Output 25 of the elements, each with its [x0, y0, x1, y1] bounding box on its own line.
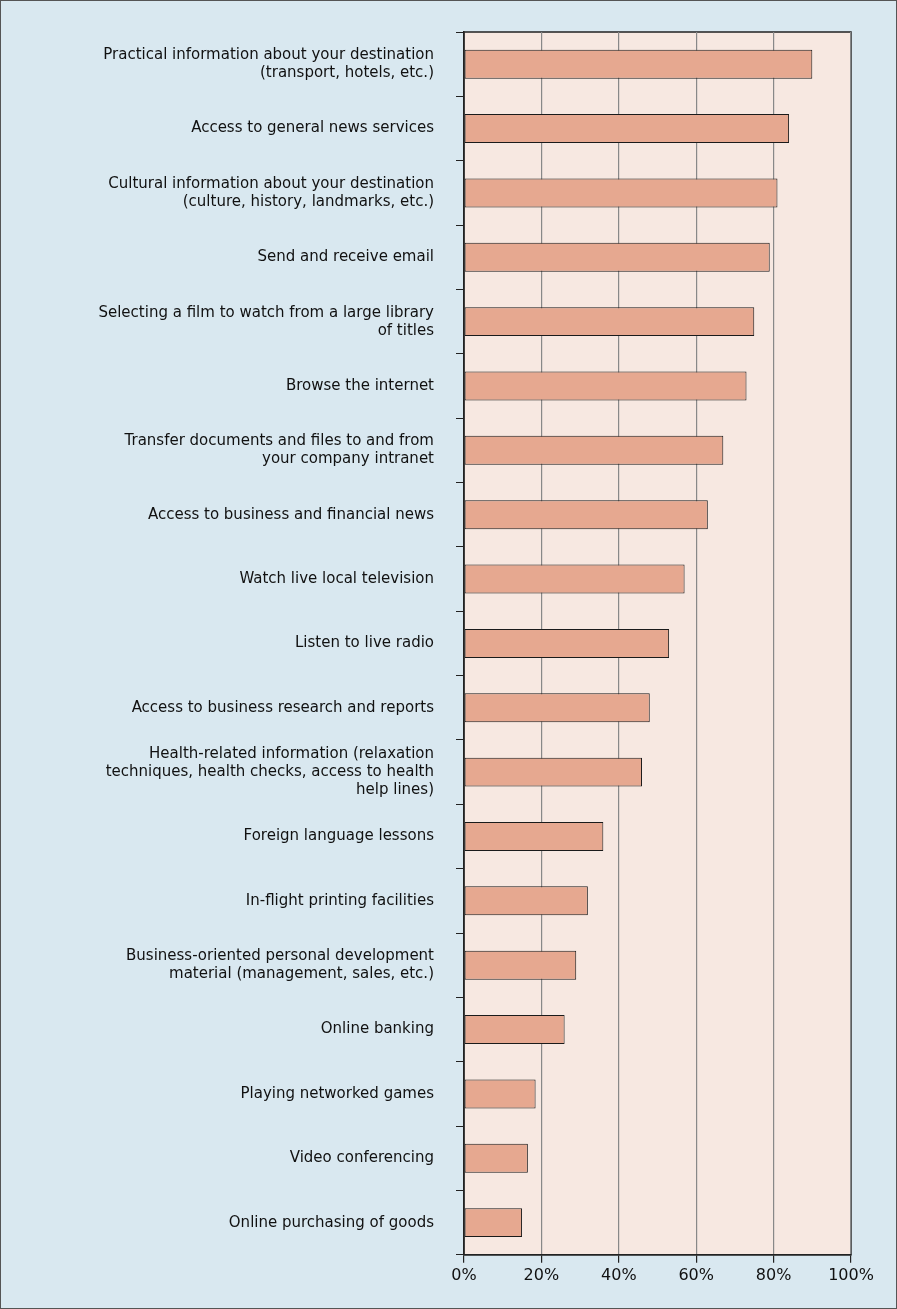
y-tick-label: Browse the internet — [285, 375, 435, 394]
x-tick-label: 20% — [523, 1264, 560, 1284]
y-tick-label: Transfer documents and files to and from your company intranet — [123, 431, 435, 468]
x-tick-label: 100% — [828, 1264, 874, 1284]
y-tick-label: Access to general news services — [191, 118, 435, 137]
y-tick-label: Practical information about your destination (transport, hotels, etc.) — [103, 45, 434, 82]
x-tick-label: 60% — [678, 1264, 714, 1284]
y-tick-label: Video conferencing — [289, 1148, 434, 1167]
y-tick-label: Business-oriented personal development material (management, sales, etc.) — [126, 946, 435, 983]
y-tick-label: Health-related information (relaxation techniques, health checks, access to health help lines) — [105, 744, 434, 799]
y-tick-label: Online purchasing of goods — [228, 1212, 435, 1231]
y-tick-label: Watch live local television — [239, 568, 434, 587]
y-tick-label: In-flight printing facilities — [245, 890, 435, 909]
x-tick-label: 80% — [755, 1264, 792, 1284]
y-tick-label: Online banking — [320, 1019, 434, 1038]
y-tick-label: Send and receive email — [257, 247, 434, 266]
x-tick-label: 0% — [451, 1264, 477, 1284]
y-tick-label: Playing networked games — [240, 1083, 435, 1102]
y-tick-label: Access to business and financial news — [147, 504, 435, 523]
y-tick-label: Listen to live radio — [295, 633, 434, 652]
y-tick-label: Foreign language lessons — [243, 826, 435, 845]
y-tick-label: Cultural information about your destination (culture, history, landmarks, etc.) — [108, 173, 434, 210]
y-tick-label: Selecting a film to watch from a large library of titles — [98, 302, 435, 339]
x-tick-label: 40% — [601, 1264, 637, 1284]
y-tick-label: Access to business research and reports — [131, 697, 435, 716]
